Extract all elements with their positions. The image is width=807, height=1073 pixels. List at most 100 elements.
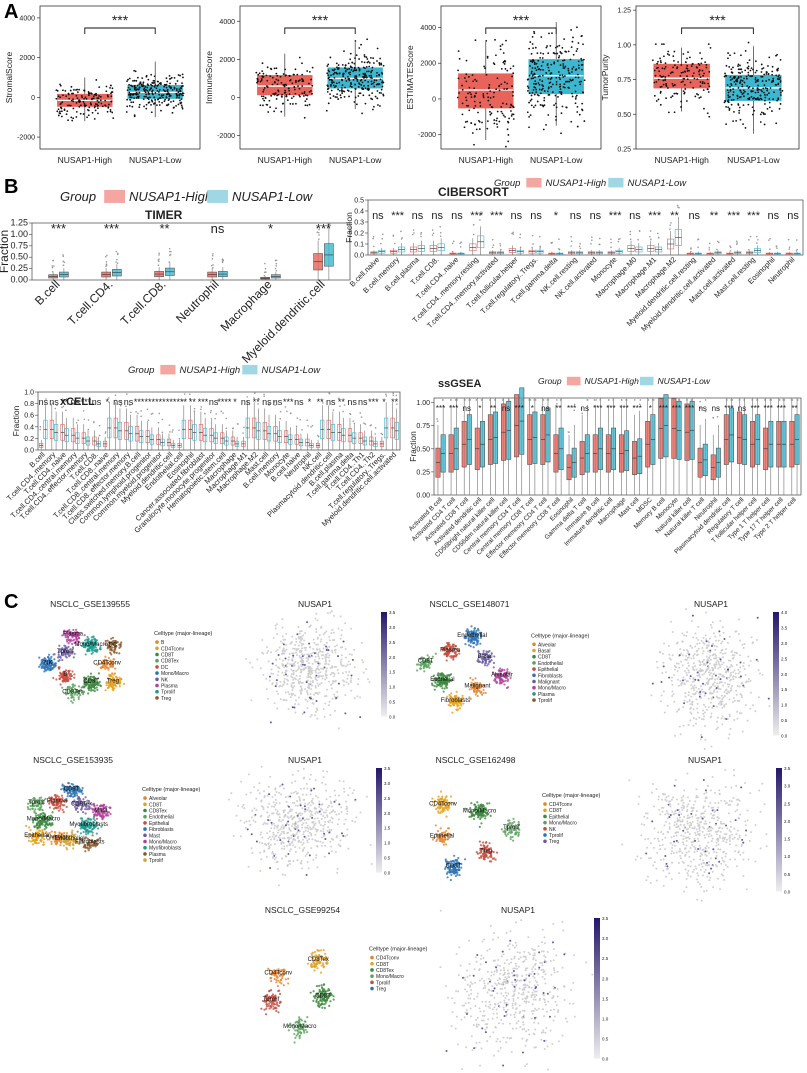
legend-label: CD4Tconv (161, 646, 185, 652)
data-point (275, 98, 278, 100)
significance-label: ** (317, 397, 325, 407)
data-point (465, 96, 467, 99)
data-point (153, 102, 155, 105)
cell-point (275, 664, 278, 667)
data-point (570, 29, 573, 31)
cell-point (326, 688, 329, 691)
legend-label-high: NUSAP1-High (546, 178, 607, 189)
data-point (695, 66, 698, 69)
data-point (489, 103, 492, 106)
legend-swatch-low (608, 177, 624, 188)
data-point (581, 102, 584, 105)
data-point (560, 93, 563, 96)
y-axis-label: Fraction (11, 405, 21, 436)
data-point (703, 107, 705, 110)
cell-point (57, 666, 60, 669)
data-point (274, 92, 276, 95)
cell-point (249, 661, 252, 664)
outlier-point (263, 393, 265, 396)
cell-point (302, 668, 305, 671)
data-point (157, 80, 159, 83)
chart-title: CIBERSORT (438, 185, 509, 199)
data-point (153, 75, 156, 78)
data-point (486, 56, 489, 59)
y-tick-label: 0.75 (617, 77, 631, 84)
data-point (163, 90, 166, 92)
cell-point (306, 660, 309, 663)
outlier-point (363, 422, 365, 424)
data-point (512, 65, 515, 68)
data-point (531, 67, 534, 69)
outlier-point (212, 253, 214, 255)
data-point (104, 105, 107, 107)
cell-point (443, 687, 446, 690)
outlier-point (311, 424, 314, 427)
data-point (493, 119, 496, 121)
outlier-point (539, 245, 541, 248)
outlier-point (115, 261, 117, 263)
cell-point (58, 677, 61, 680)
data-point (301, 62, 303, 65)
data-point (336, 66, 338, 69)
cell-point (265, 688, 268, 691)
cell-point (304, 688, 307, 691)
data-point (290, 97, 293, 100)
cell-point (327, 704, 330, 707)
data-point (530, 60, 533, 63)
data-point (672, 85, 675, 87)
cell-point (291, 635, 294, 638)
outlier-point (570, 236, 572, 238)
data-point (511, 85, 513, 88)
cell-point (357, 683, 360, 686)
data-point (376, 90, 379, 92)
significance-label: ns (209, 397, 219, 407)
outlier-point (456, 399, 458, 401)
cell-point (104, 655, 107, 658)
data-point (775, 122, 778, 125)
data-point (662, 79, 665, 82)
data-point (359, 92, 362, 95)
data-point (781, 89, 784, 92)
data-point (500, 106, 503, 108)
umap-1: NSCLC_GSE148071MalignantFibroblastsEpith… (415, 599, 590, 714)
outlier-point (676, 204, 679, 207)
data-point (379, 57, 382, 60)
cell-point (350, 681, 353, 684)
cell-point (111, 685, 114, 688)
data-point (179, 74, 181, 77)
outlier-point (169, 250, 171, 253)
outlier-point (264, 262, 266, 265)
significance-label: ns (412, 210, 424, 222)
data-point (377, 83, 380, 86)
data-point (700, 57, 703, 60)
cell-point (290, 692, 293, 695)
significance-label: **** (217, 397, 232, 407)
cell-point (96, 663, 99, 667)
data-point (578, 113, 581, 116)
data-point (539, 56, 542, 59)
outlier-point (450, 399, 452, 401)
data-point (567, 67, 570, 70)
outlier-point (56, 404, 58, 407)
cell-point (284, 691, 287, 694)
data-point (556, 45, 559, 48)
outlier-point (690, 399, 693, 401)
outlier-point (140, 415, 142, 418)
data-point (762, 113, 765, 115)
outlier-point (168, 424, 171, 426)
cell-point (73, 652, 76, 655)
data-point (739, 68, 741, 71)
cell-point (423, 670, 426, 673)
data-point (182, 92, 185, 95)
data-point (563, 38, 566, 41)
outlier-point (550, 241, 552, 244)
outlier-point (708, 242, 711, 245)
data-point (363, 61, 366, 64)
data-point (503, 81, 506, 84)
cell-point (328, 635, 331, 638)
data-point (95, 79, 98, 81)
cell-point (306, 653, 309, 656)
cell-point (294, 643, 297, 646)
outlier-point (108, 401, 110, 403)
